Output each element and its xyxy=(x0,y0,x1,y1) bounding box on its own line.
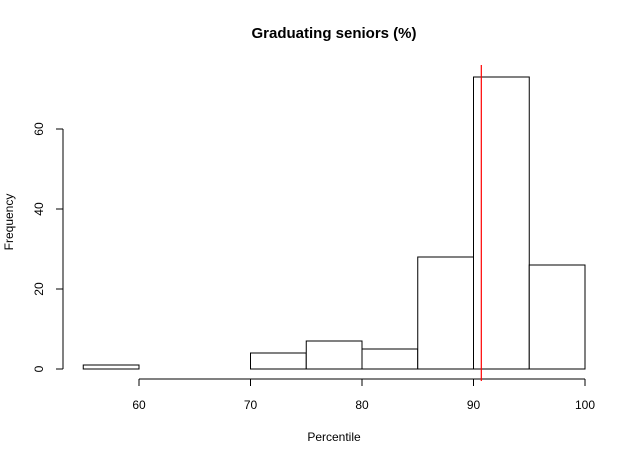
x-tick-label-100: 100 xyxy=(575,398,595,412)
y-tick-label-60: 60 xyxy=(32,122,46,136)
y-axis: 0 20 40 60 xyxy=(32,122,64,372)
histogram-bar-95-100 xyxy=(528,264,586,370)
y-tick-label-40: 40 xyxy=(32,202,46,216)
x-axis-label: Percentile xyxy=(307,430,361,444)
x-tick-label-80: 80 xyxy=(355,398,369,412)
x-tick-label-70: 70 xyxy=(244,398,258,412)
x-tick-label-60: 60 xyxy=(132,398,146,412)
x-tick-label-90: 90 xyxy=(467,398,481,412)
histogram-bar-80-85 xyxy=(361,348,419,370)
chart-title: Graduating seniors (%) xyxy=(251,25,416,42)
y-tick-label-20: 20 xyxy=(32,282,46,296)
x-axis: 60 70 80 90 100 xyxy=(132,378,595,412)
histogram-bar-55-60 xyxy=(82,364,140,370)
y-tick-label-0: 0 xyxy=(32,365,46,372)
histogram-bars xyxy=(82,76,586,370)
histogram-bar-75-80 xyxy=(305,340,363,370)
histogram-bar-90-95 xyxy=(473,76,530,370)
y-axis-label: Frequency xyxy=(2,194,16,251)
histogram-bar-85-90 xyxy=(417,256,474,370)
histogram-bar-70-75 xyxy=(250,352,307,370)
